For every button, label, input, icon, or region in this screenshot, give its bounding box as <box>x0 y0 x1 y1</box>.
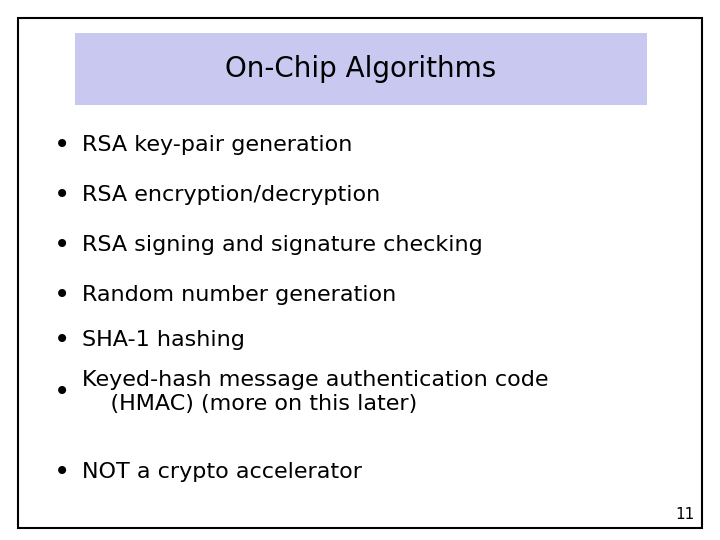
Text: •: • <box>54 231 70 259</box>
Text: •: • <box>54 131 70 159</box>
Bar <box>75 33 647 105</box>
Text: RSA signing and signature checking: RSA signing and signature checking <box>82 235 482 255</box>
Text: NOT a crypto accelerator: NOT a crypto accelerator <box>82 462 362 482</box>
Text: Random number generation: Random number generation <box>82 285 396 305</box>
Text: 11: 11 <box>676 507 695 522</box>
Text: •: • <box>54 326 70 354</box>
Text: RSA encryption/decryption: RSA encryption/decryption <box>82 185 380 205</box>
Text: •: • <box>54 378 70 406</box>
Text: RSA key-pair generation: RSA key-pair generation <box>82 135 352 155</box>
Text: •: • <box>54 281 70 309</box>
Text: •: • <box>54 458 70 486</box>
Text: SHA-1 hashing: SHA-1 hashing <box>82 330 245 350</box>
Text: •: • <box>54 181 70 209</box>
Text: On-Chip Algorithms: On-Chip Algorithms <box>225 55 497 83</box>
Text: Keyed-hash message authentication code
    (HMAC) (more on this later): Keyed-hash message authentication code (… <box>82 369 549 414</box>
